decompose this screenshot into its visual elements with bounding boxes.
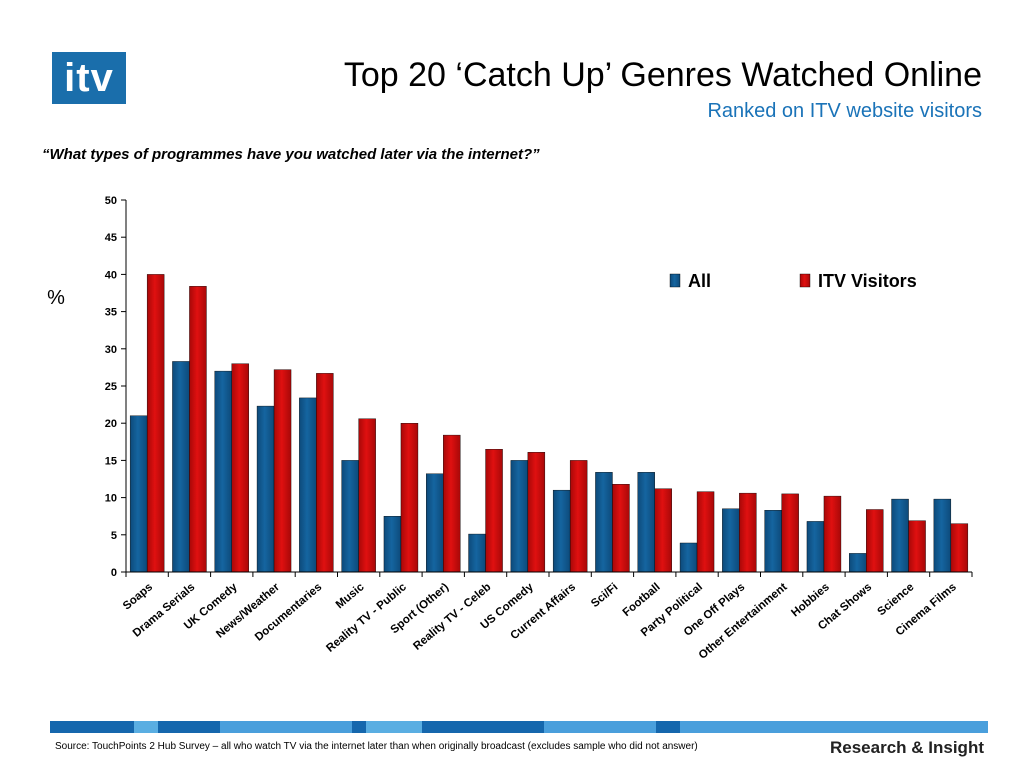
footer-stripe-segment — [50, 721, 134, 733]
bar-all — [891, 498, 909, 573]
bar-all — [722, 508, 740, 573]
legend-swatch — [799, 273, 811, 288]
itv-logo: itv — [52, 52, 126, 104]
bars — [129, 274, 969, 573]
bar-all — [468, 533, 486, 573]
x-tick-label: Sci/Fi — [589, 581, 620, 610]
x-tick-label: Hobbies — [789, 581, 831, 619]
brand-label: Research & Insight — [830, 738, 984, 757]
bar-itv-visitors — [696, 491, 715, 573]
bar-all — [595, 472, 613, 573]
legend-label: All — [688, 271, 711, 291]
bar-itv-visitors — [485, 449, 503, 573]
y-tick-label: 35 — [105, 307, 117, 319]
y-tick-label: 40 — [105, 269, 117, 281]
y-tick-label: 10 — [105, 493, 117, 505]
legend-swatch — [669, 273, 681, 288]
bar-all — [764, 510, 782, 573]
bar-all — [341, 460, 359, 573]
y-tick-label: 5 — [111, 530, 117, 542]
y-tick-label: 20 — [105, 418, 117, 430]
x-tick-label: Football — [621, 581, 663, 619]
footer-stripe-segment — [656, 721, 680, 733]
footer-stripe-segment — [366, 721, 422, 733]
bar-itv-visitors — [358, 418, 376, 573]
bar-itv-visitors — [866, 509, 884, 573]
bar-itv-visitors — [189, 286, 207, 573]
page-title: Top 20 ‘Catch Up’ Genres Watched Online — [343, 56, 982, 94]
legend: All ITV Visitors — [669, 271, 917, 291]
bar-itv-visitors — [781, 493, 799, 573]
bar-itv-visitors — [823, 495, 842, 573]
bar-all — [849, 553, 867, 573]
bar-all — [510, 460, 529, 573]
footer-stripe — [50, 721, 988, 733]
y-axis: 0 5 10 15 20 25 30 35 40 45 50 — [105, 195, 127, 579]
footer-stripe-segment — [544, 721, 656, 733]
bar-all — [256, 405, 275, 573]
bar-all — [552, 489, 571, 573]
bar-all — [679, 542, 698, 573]
y-tick-label: 15 — [105, 455, 117, 467]
survey-question: “What types of programmes have you watch… — [42, 146, 540, 163]
footer-stripe-segment — [158, 721, 220, 733]
bar-all — [172, 361, 190, 573]
y-tick-label: 45 — [105, 232, 117, 244]
bar-itv-visitors — [527, 452, 546, 573]
page-subtitle: Ranked on ITV website visitors — [707, 100, 982, 122]
y-tick-label: 0 — [111, 567, 117, 579]
x-tick-label: Science — [875, 581, 916, 618]
bar-itv-visitors — [739, 492, 757, 573]
footer-stripe-segment — [134, 721, 158, 733]
bar-all — [383, 516, 402, 573]
bar-itv-visitors — [612, 484, 630, 573]
bar-itv-visitors — [146, 274, 165, 573]
bar-itv-visitors — [908, 520, 926, 573]
bar-itv-visitors — [569, 460, 588, 573]
source-note: Source: TouchPoints 2 Hub Survey – all w… — [55, 741, 698, 752]
bar-itv-visitors — [316, 373, 334, 573]
bar-itv-visitors — [654, 488, 672, 573]
bar-all — [299, 397, 317, 573]
bar-itv-visitors — [231, 363, 249, 573]
x-tick-label: Music — [334, 581, 367, 612]
bar-itv-visitors — [443, 434, 461, 573]
y-tick-label: 25 — [105, 381, 117, 393]
bar-all — [806, 521, 825, 573]
bar-all — [637, 472, 655, 573]
bar-itv-visitors — [400, 423, 419, 573]
footer-stripe-segment — [220, 721, 352, 733]
legend-label: ITV Visitors — [818, 271, 917, 291]
bar-all — [933, 498, 952, 573]
y-axis-label: % — [47, 287, 65, 309]
x-tick-label: Reality TV - Public — [324, 581, 409, 655]
bar-itv-visitors — [950, 523, 969, 573]
footer-stripe-segment — [422, 721, 544, 733]
y-tick-label: 50 — [105, 195, 117, 207]
footer-stripe-segment — [352, 721, 366, 733]
bar-itv-visitors — [273, 369, 292, 573]
bar-all — [214, 370, 232, 573]
x-tick-label: Soaps — [121, 581, 155, 612]
bar-all — [129, 415, 148, 573]
y-tick-label: 30 — [105, 344, 117, 356]
x-tick-label: Reality TV - Celeb — [411, 581, 493, 653]
footer-stripe-segment — [680, 721, 988, 733]
bar-all — [426, 473, 444, 573]
